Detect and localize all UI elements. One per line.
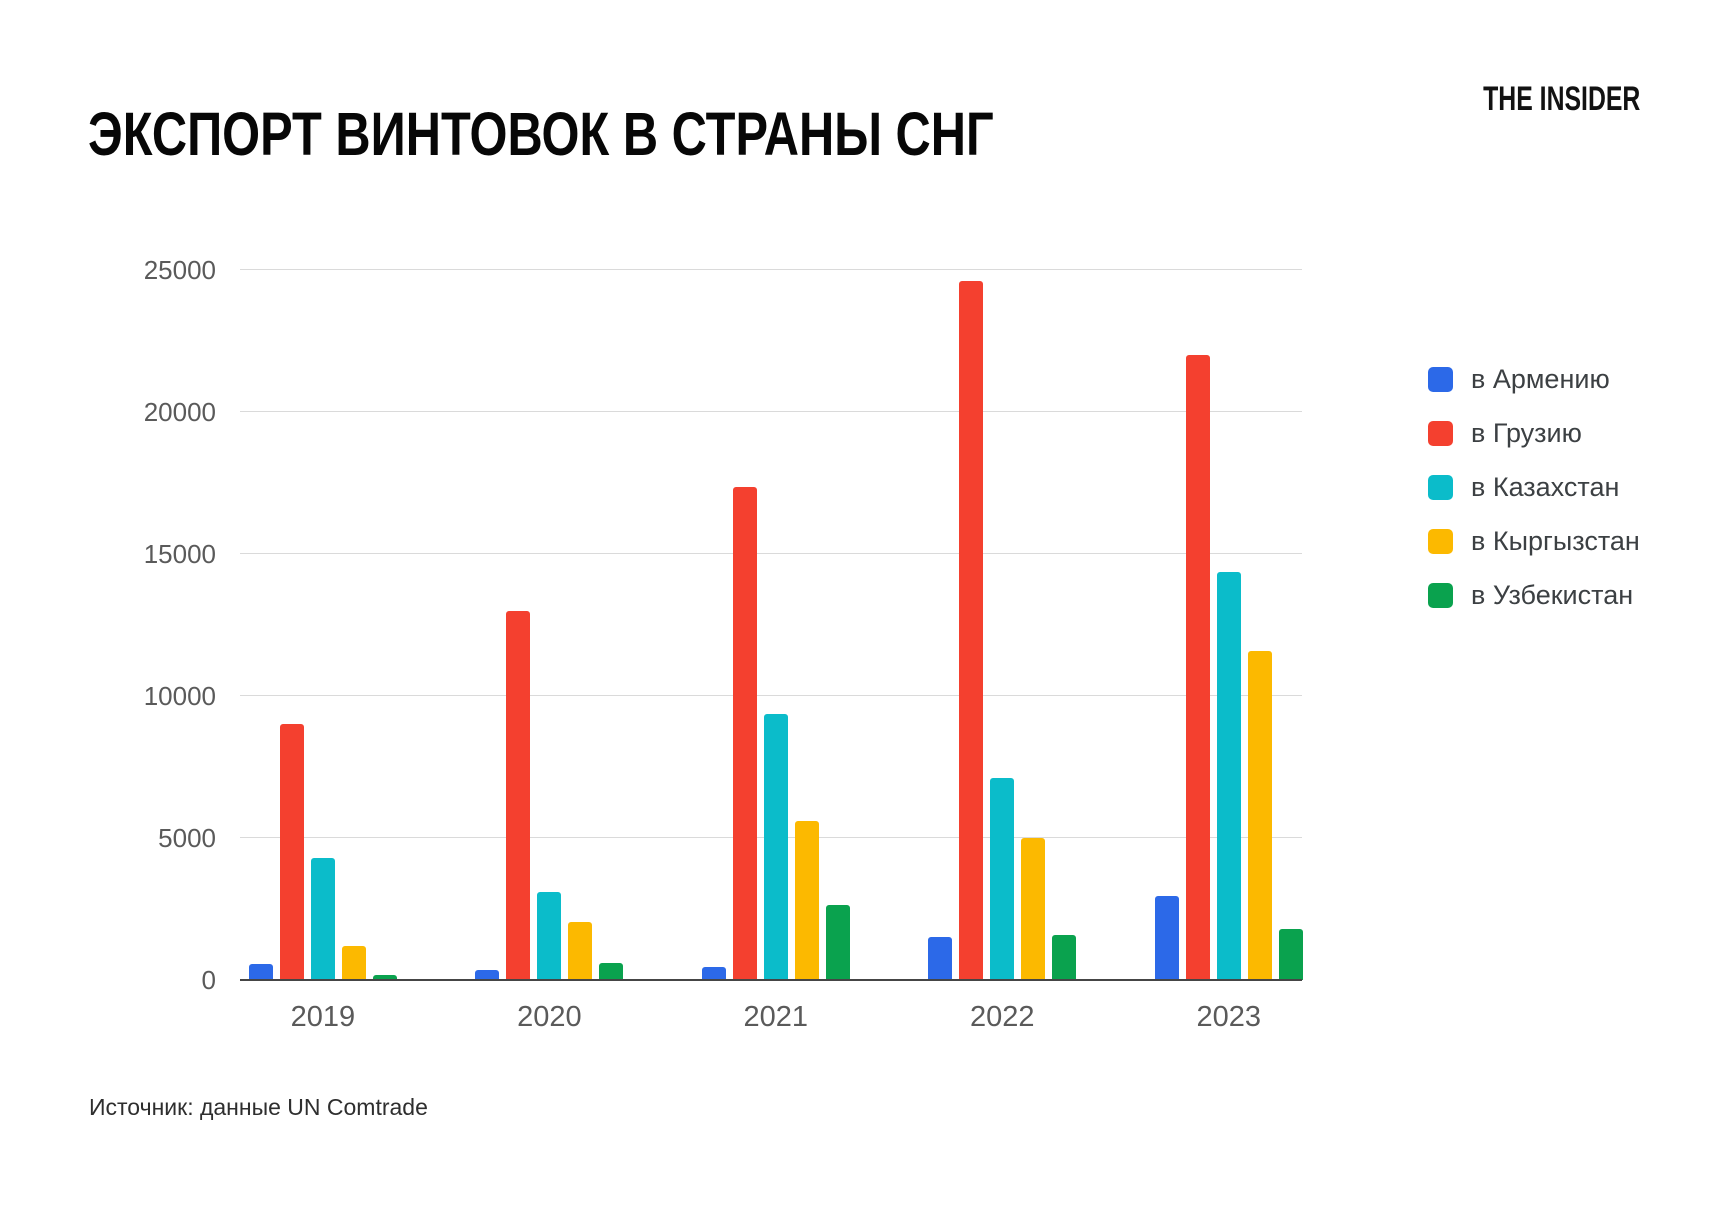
bar-2022-в-Казахстан: [990, 778, 1015, 980]
bar-2022-в-Грузию: [959, 281, 984, 980]
chart-legend: в Армению в Грузию в Казахстан в Кыргызстан…: [1428, 364, 1640, 611]
source-note: Источник: данные UN Comtrade: [89, 1094, 428, 1120]
bar-group-2019: [248, 724, 397, 980]
bar-2022-в-Армению: [928, 937, 953, 980]
bar-2020-в-Армению: [475, 970, 500, 980]
bar-2021-в-Грузию: [732, 487, 757, 980]
bar-2023-в-Кыргызстан: [1247, 650, 1272, 980]
legend-label: в Казахстан: [1471, 472, 1620, 502]
bar-2019-в-Узбекистан: [372, 974, 397, 980]
bar-2021-в-Армению: [701, 967, 726, 980]
bar-2023-в-Грузию: [1185, 355, 1210, 980]
gridline-25000: [240, 269, 1302, 270]
bar-2019-в-Грузию: [279, 724, 304, 980]
bar-2020-в-Кыргызстан: [568, 921, 593, 980]
legend-item-в-Армению: в Армению: [1428, 364, 1640, 395]
legend-swatch-icon: [1428, 529, 1453, 554]
legend-label: в Армению: [1471, 364, 1610, 394]
bar-group-2020: [475, 610, 624, 980]
y-tick-label-25000: 25000: [143, 255, 216, 285]
bar-group-2021: [701, 487, 850, 980]
page-title: ЭКСПОРТ ВИНТОВОК В СТРАНЫ СНГ: [88, 99, 994, 168]
x-tick-label-2020: 2020: [517, 1001, 582, 1033]
legend-item-в-Узбекистан: в Узбекистан: [1428, 580, 1640, 611]
legend-item-в-Кыргызстан: в Кыргызстан: [1428, 526, 1640, 557]
bar-2023-в-Узбекистан: [1278, 928, 1303, 980]
gridline-20000: [240, 411, 1302, 412]
legend-swatch-icon: [1428, 421, 1453, 446]
legend-swatch-icon: [1428, 583, 1453, 608]
bar-group-2022: [928, 281, 1077, 980]
bar-2019-в-Кыргызстан: [341, 945, 366, 980]
bar-2020-в-Казахстан: [537, 891, 562, 980]
x-tick-label-2023: 2023: [1196, 1001, 1261, 1033]
plot-area: 2019 2020 2021 2022 2023: [240, 269, 1303, 1033]
y-tick-label-15000: 15000: [143, 539, 216, 569]
bar-2023-в-Казахстан: [1216, 572, 1241, 980]
legend-swatch-icon: [1428, 367, 1453, 392]
legend-label: в Кыргызстан: [1471, 526, 1640, 556]
x-axis-line: [240, 979, 1302, 981]
x-tick-label-2022: 2022: [970, 1001, 1035, 1033]
x-tick-label-2021: 2021: [743, 1001, 809, 1033]
y-tick-label-20000: 20000: [143, 397, 216, 427]
brand-logo: THE INSIDER: [1482, 80, 1640, 118]
bar-group-2023: [1154, 355, 1303, 980]
bar-2020-в-Грузию: [506, 610, 531, 980]
bar-2021-в-Кыргызстан: [794, 820, 819, 980]
bar-2019-в-Казахстан: [310, 857, 335, 980]
bar-2022-в-Узбекистан: [1052, 934, 1077, 980]
x-tick-label-2019: 2019: [290, 1001, 356, 1033]
bar-2021-в-Узбекистан: [825, 904, 850, 980]
legend-item-в-Казахстан: в Казахстан: [1428, 472, 1640, 503]
gridline-10000: [240, 695, 1302, 696]
legend-label: в Узбекистан: [1471, 580, 1634, 610]
gridline-15000: [240, 553, 1302, 554]
y-tick-label-10000: 10000: [143, 681, 216, 711]
legend-label: в Грузию: [1471, 418, 1582, 448]
bar-2021-в-Казахстан: [763, 714, 788, 980]
bar-2023-в-Армению: [1154, 896, 1179, 980]
bar-2019-в-Армению: [248, 964, 273, 980]
bar-2020-в-Узбекистан: [599, 962, 624, 980]
y-axis: 0 5000 10000 15000 20000 25000: [88, 255, 216, 995]
legend-item-в-Грузию: в Грузию: [1428, 418, 1640, 449]
bar-2022-в-Кыргызстан: [1021, 838, 1046, 980]
y-tick-label-5000: 5000: [158, 823, 216, 853]
legend-swatch-icon: [1428, 475, 1453, 500]
y-tick-label-0: 0: [201, 965, 216, 995]
